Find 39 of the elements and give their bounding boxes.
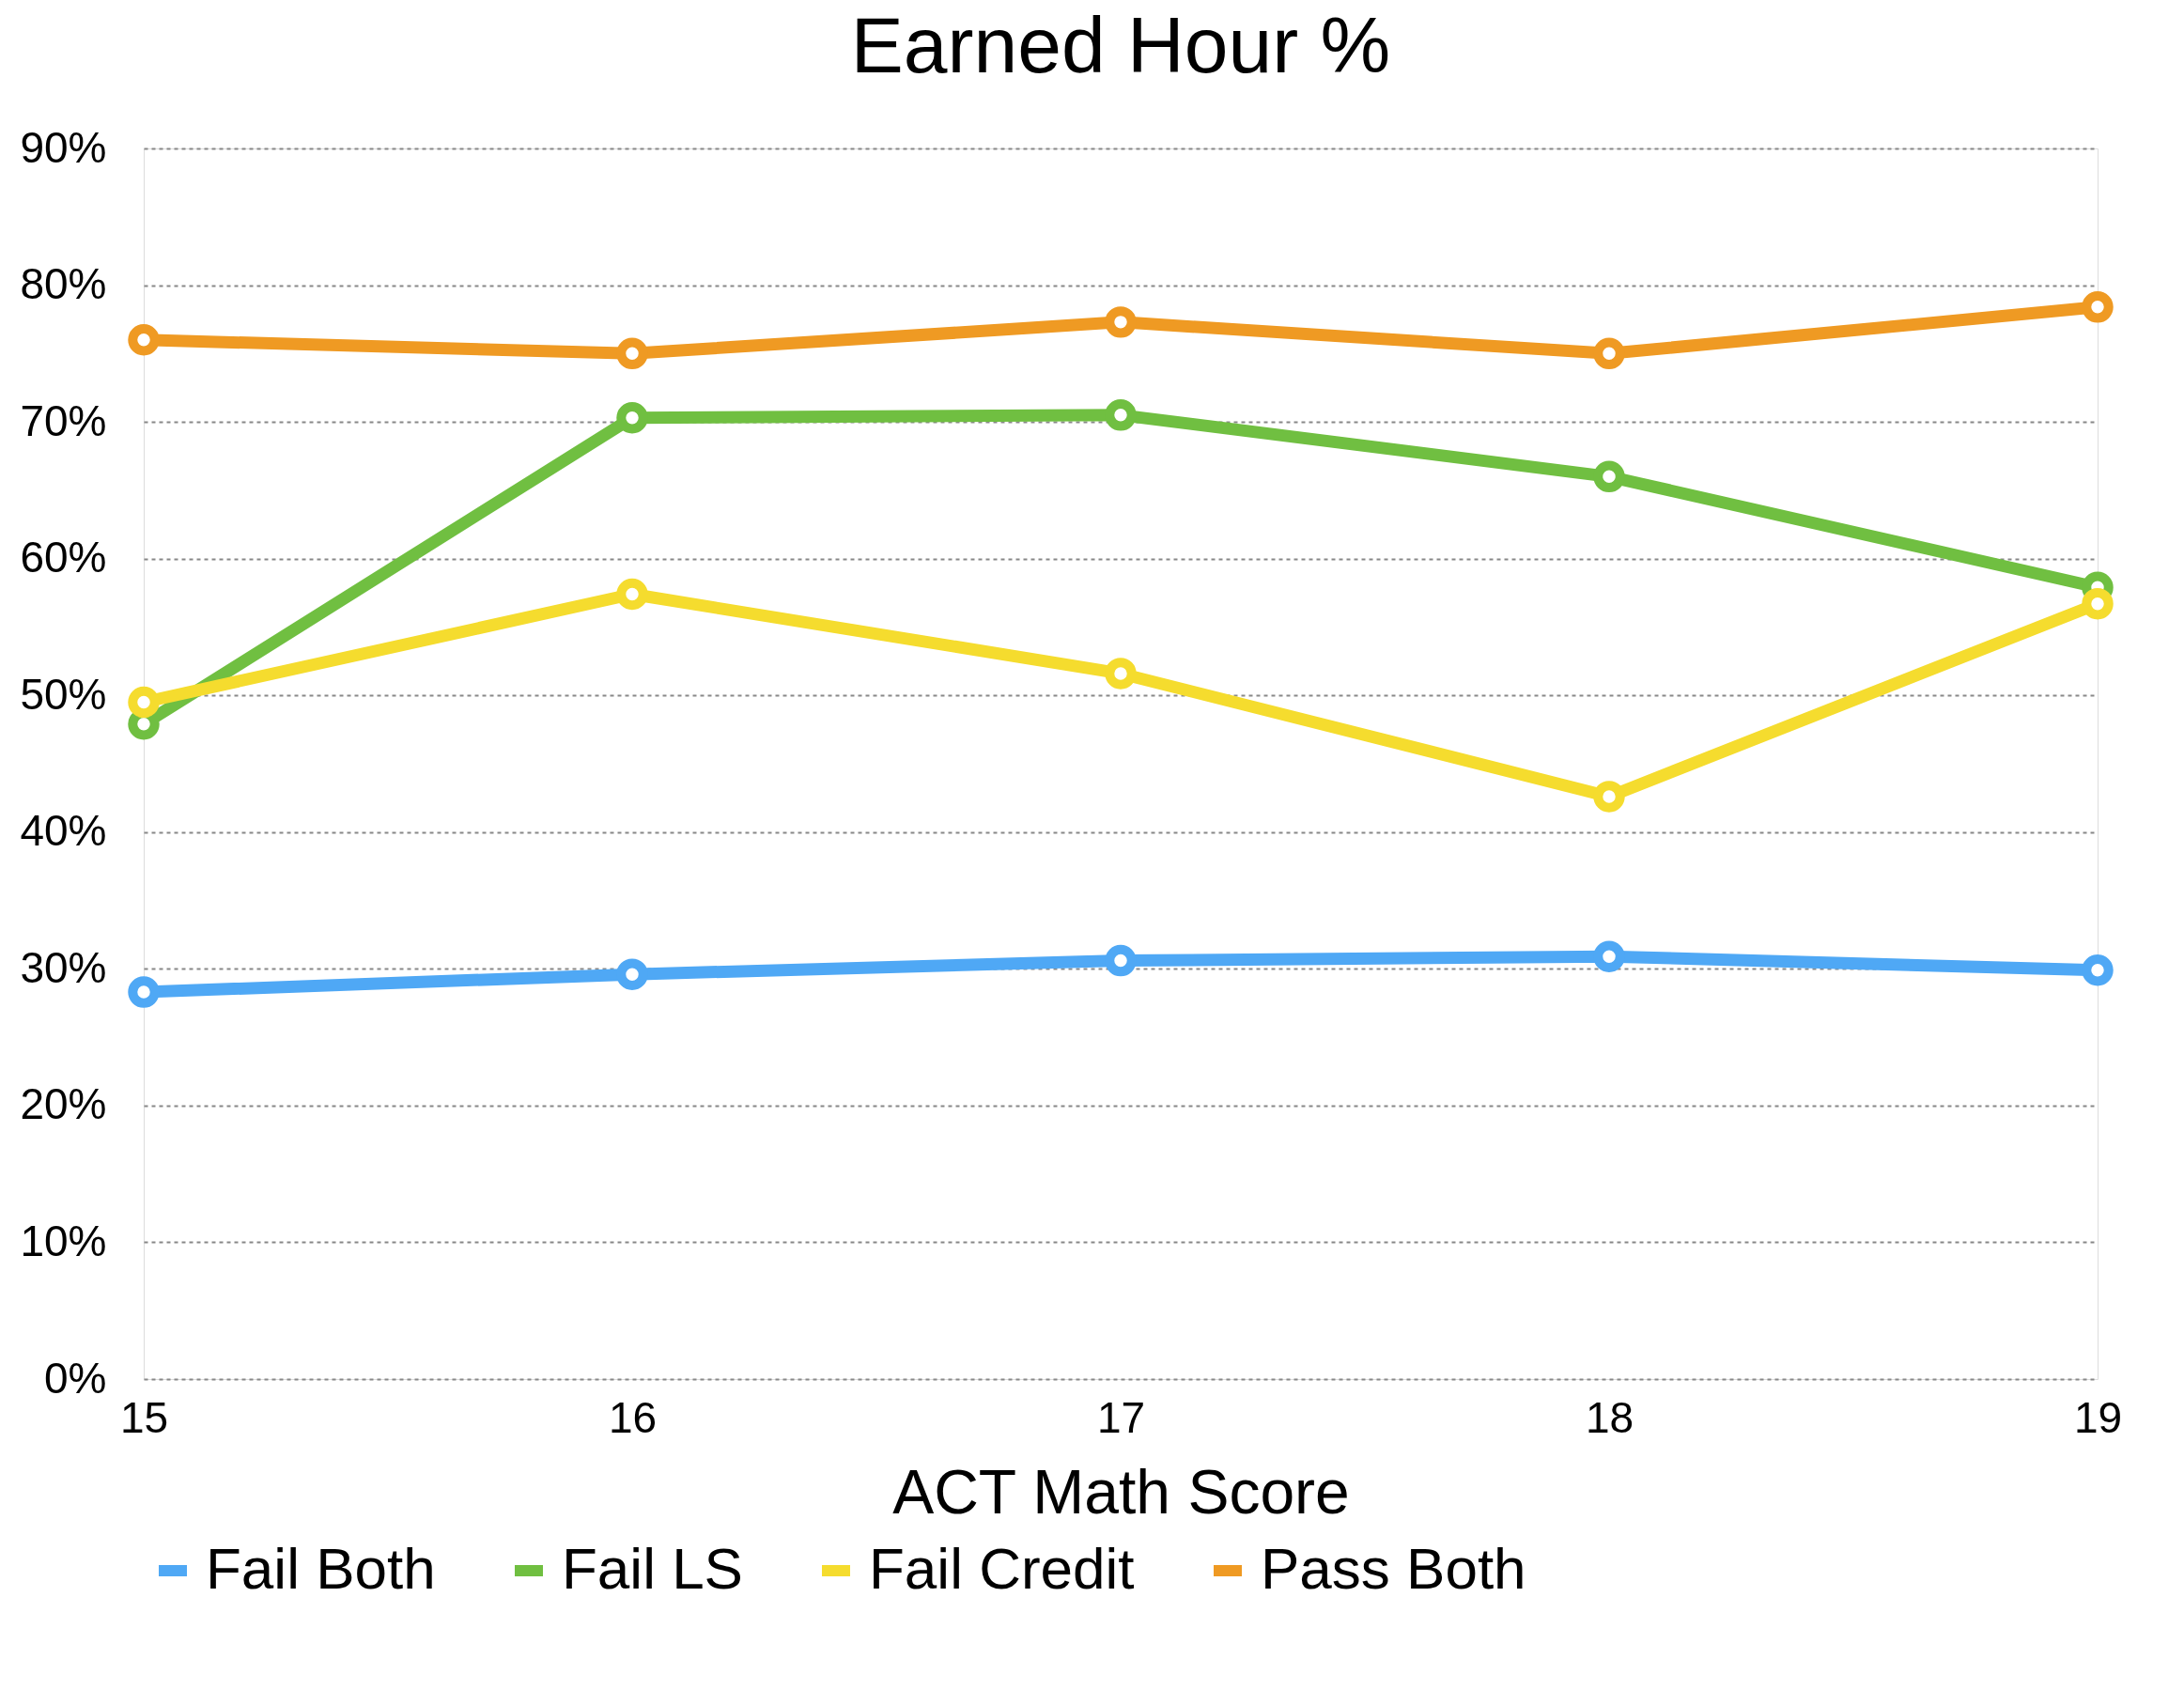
point bbox=[2082, 954, 2114, 986]
x-axis-title: ACT Math Score bbox=[892, 1456, 1350, 1527]
y-tick-label: 80% bbox=[20, 259, 107, 309]
point bbox=[1105, 306, 1137, 338]
point bbox=[616, 958, 648, 990]
point bbox=[616, 402, 648, 434]
legend-label: Fail Both bbox=[206, 1536, 436, 1601]
point bbox=[616, 337, 648, 370]
point bbox=[1105, 399, 1137, 431]
point bbox=[128, 686, 160, 719]
point bbox=[1593, 781, 1625, 813]
point bbox=[128, 324, 160, 356]
y-tick-label: 40% bbox=[20, 806, 107, 856]
y-tick-label: 0% bbox=[44, 1353, 107, 1403]
y-tick-label: 60% bbox=[20, 533, 107, 582]
y-tick-label: 70% bbox=[20, 395, 107, 445]
x-tick-label: 18 bbox=[1585, 1392, 1634, 1442]
chart-title: Earned Hour % bbox=[850, 1, 1391, 89]
point bbox=[1593, 940, 1625, 972]
point bbox=[1105, 658, 1137, 690]
point bbox=[1105, 944, 1137, 977]
legend-label: Fail Credit bbox=[869, 1536, 1135, 1601]
y-tick-label: 10% bbox=[20, 1216, 107, 1265]
y-tick-label: 90% bbox=[20, 122, 107, 172]
point bbox=[1593, 337, 1625, 370]
y-tick-label: 30% bbox=[20, 942, 107, 992]
y-tick-label: 50% bbox=[20, 669, 107, 719]
point bbox=[616, 578, 648, 611]
legend-label: Pass Both bbox=[1261, 1536, 1526, 1601]
point bbox=[1593, 460, 1625, 493]
y-tick-label: 20% bbox=[20, 1079, 107, 1129]
x-tick-label: 16 bbox=[608, 1392, 658, 1442]
x-tick-label: 19 bbox=[2073, 1392, 2123, 1442]
legend-label: Fail LS bbox=[562, 1536, 743, 1601]
point bbox=[2082, 291, 2114, 323]
x-tick-label: 17 bbox=[1096, 1392, 1146, 1442]
point bbox=[2082, 588, 2114, 620]
x-tick-label: 15 bbox=[119, 1392, 169, 1442]
point bbox=[128, 976, 160, 1008]
